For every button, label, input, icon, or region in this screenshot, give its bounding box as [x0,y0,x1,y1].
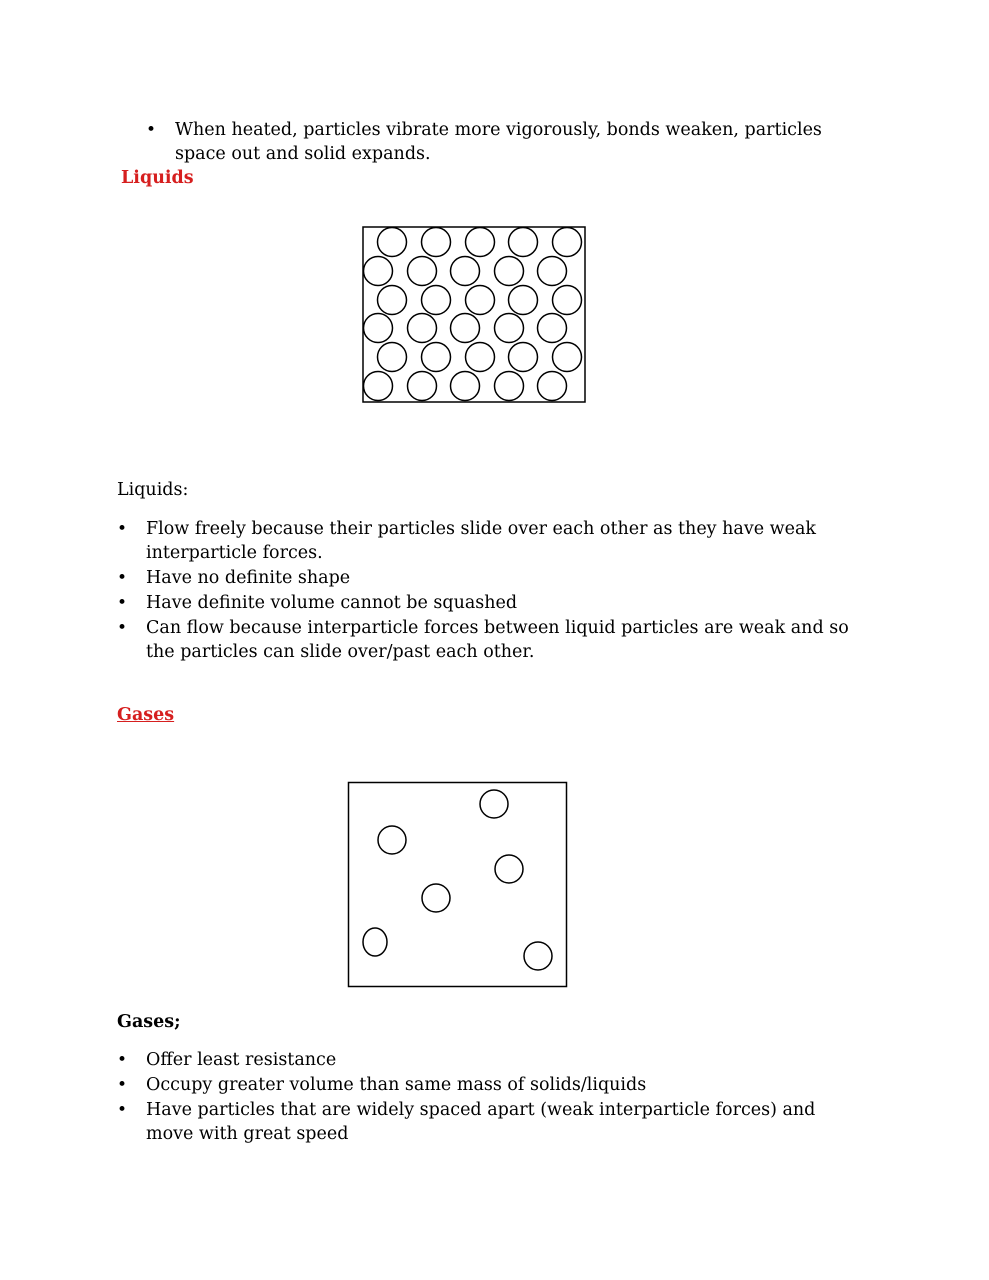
bullet-text: Flow freely because their particles slid… [146,519,817,563]
bullet-icon: • [117,1075,128,1095]
liquid-particle [507,284,539,316]
liquid-particle [464,226,496,258]
liquid-particle [493,255,525,287]
bullet-icon: • [117,593,128,613]
liquid-particle [449,370,481,402]
liquid-particle [536,312,568,344]
bullet-icon: • [117,568,128,588]
liquid-particle [362,370,394,402]
liquid-particle [376,226,408,258]
liquid-particle [507,226,539,258]
liquid-particle [507,341,539,373]
bullet-icon: • [117,519,128,539]
gas-particle [421,883,451,913]
list-item: • Can flow because interparticle forces … [117,616,862,664]
liquid-particle [493,312,525,344]
bullet-text: Have particles that are widely spaced ap… [146,1100,816,1144]
liquid-particle [464,284,496,316]
liquid-particle [493,370,525,402]
liquid-particle [376,341,408,373]
liquids-heading: Liquids [121,168,194,188]
list-item: • Flow freely because their particles sl… [117,517,862,565]
list-item: • Occupy greater volume than same mass o… [117,1073,862,1097]
gases-label: Gases; [117,1012,181,1032]
liquids-bullet-list: • Flow freely because their particles sl… [117,517,862,665]
liquid-particle [551,226,583,258]
list-item: • Have particles that are widely spaced … [117,1098,862,1146]
bullet-text: When heated, particles vibrate more vigo… [175,120,822,164]
bullet-icon: • [117,1050,128,1070]
liquids-label: Liquids: [117,480,189,500]
liquid-particle [420,341,452,373]
bullet-icon: • [117,1100,128,1120]
liquid-particles-diagram [362,226,586,403]
liquid-particle [406,370,438,402]
gas-particle [362,927,388,957]
gas-particle [479,789,509,819]
bullet-icon: • [146,120,157,140]
gases-bullet-list: • Offer least resistance • Occupy greate… [117,1048,862,1147]
gases-heading: Gases [117,705,175,725]
intro-bullet-list: • When heated, particles vibrate more vi… [146,118,866,167]
bullet-text: Offer least resistance [146,1050,337,1070]
liquid-particle [464,341,496,373]
bullet-icon: • [117,618,128,638]
liquid-particle [536,370,568,402]
liquid-particle [449,312,481,344]
liquid-particle [536,255,568,287]
liquid-particle [362,255,394,287]
gas-particle [523,941,553,971]
gas-particle [494,854,524,884]
liquid-particle [420,284,452,316]
liquid-particle [406,312,438,344]
list-item: • Offer least resistance [117,1048,862,1072]
list-item: • Have definite volume cannot be squashe… [117,591,862,615]
bullet-text: Have definite volume cannot be squashed [146,593,518,613]
gas-particle [377,825,407,855]
liquid-particle [551,284,583,316]
liquid-particle [362,312,394,344]
list-item: • When heated, particles vibrate more vi… [146,118,866,166]
liquid-particle [406,255,438,287]
liquid-particle [420,226,452,258]
liquid-particle [376,284,408,316]
list-item: • Have no definite shape [117,566,862,590]
gas-particles-diagram [347,781,568,988]
liquid-particle [551,341,583,373]
bullet-text: Can flow because interparticle forces be… [146,618,849,662]
liquid-particle [449,255,481,287]
bullet-text: Occupy greater volume than same mass of … [146,1075,647,1095]
bullet-text: Have no definite shape [146,568,351,588]
